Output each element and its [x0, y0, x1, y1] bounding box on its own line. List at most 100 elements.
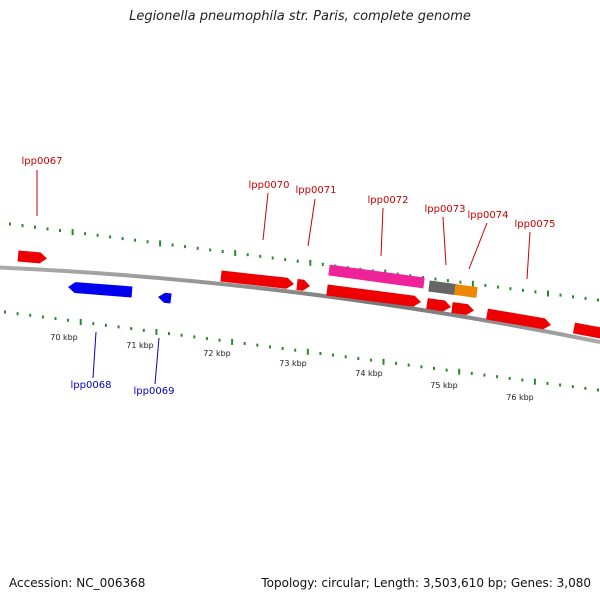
inner-tick — [67, 318, 70, 322]
inner-tick — [445, 368, 448, 372]
outer-tick — [246, 253, 249, 257]
inner-tick — [369, 358, 372, 362]
outer-tick — [71, 229, 74, 236]
gene-lpp0069 — [158, 292, 172, 304]
inner-tick — [281, 347, 284, 350]
genome-info: Topology: circular; Length: 3,503,610 bp… — [261, 576, 591, 590]
gene-features — [17, 250, 600, 339]
inner-tick — [319, 352, 322, 355]
map-title: Legionella pneumophila str. Paris, compl… — [129, 9, 471, 24]
outer-tick — [547, 290, 549, 297]
outer-tick — [284, 258, 287, 262]
inner-tick — [332, 353, 334, 357]
inner-tick — [584, 386, 587, 390]
inner-tick — [483, 373, 486, 377]
inner-tick — [117, 325, 120, 329]
gene-lpp0074 — [451, 302, 474, 315]
inner-tick — [458, 368, 461, 375]
feature-lpp0073 — [428, 280, 456, 295]
inner-tick — [4, 310, 6, 314]
leader-lpp0072 — [380, 207, 384, 257]
scale-label: 73 kbp — [279, 359, 307, 368]
outer-tick — [259, 254, 262, 258]
inner-tick — [571, 385, 574, 389]
label-leaders — [36, 170, 531, 385]
inner-tick — [306, 348, 309, 355]
outer-tick — [171, 243, 174, 247]
outer-tick — [496, 285, 499, 289]
gene-next — [573, 322, 600, 339]
inner-tick — [521, 378, 524, 382]
gene-lpp0071 — [296, 279, 310, 291]
gene-lpp0070 — [220, 270, 294, 289]
leader-lpp0069 — [154, 337, 160, 385]
leader-lpp0074 — [468, 222, 488, 270]
outer-tick — [559, 293, 562, 297]
inner-tick — [130, 327, 133, 331]
outer-tick — [234, 250, 237, 257]
outer-tick — [196, 246, 199, 250]
inner-tick — [382, 358, 385, 365]
outer-tick — [459, 280, 462, 284]
scale-label: 72 kbp — [203, 349, 231, 358]
outer-tick — [184, 245, 187, 249]
gene-lpp0067 — [17, 250, 47, 264]
inner-tick — [41, 315, 44, 319]
outer-tick — [96, 233, 99, 237]
inner-tick — [407, 363, 410, 367]
gene-lpp0072 — [328, 264, 425, 289]
gene-label-lpp0070: lpp0070 — [249, 180, 290, 191]
outer-tick — [271, 256, 274, 260]
inner-tick — [433, 366, 435, 370]
outer-tick — [534, 290, 537, 294]
inner-tick — [92, 322, 95, 326]
gene-lpp0075 — [486, 308, 551, 330]
inner-tick — [470, 371, 473, 375]
outer-tick — [584, 296, 587, 300]
outer-tick — [446, 279, 449, 283]
gene-label-lpp0074: lpp0074 — [468, 210, 509, 221]
gene-label-lpp0067: lpp0067 — [22, 156, 63, 167]
inner-tick — [508, 376, 511, 380]
outer-tick — [159, 240, 162, 247]
outer-tick — [46, 227, 49, 231]
scale-label: 75 kbp — [430, 381, 458, 390]
scale-label: 70 kbp — [50, 333, 78, 342]
outer-tick — [296, 259, 299, 263]
outer-tick — [597, 298, 599, 302]
gene-label-lpp0075: lpp0075 — [515, 219, 556, 230]
gene-lpp0068 — [68, 282, 133, 298]
scale-label: 71 kbp — [126, 341, 154, 350]
inner-tick — [16, 312, 19, 316]
inner-tick — [546, 381, 549, 385]
outer-tick — [84, 232, 87, 236]
inner-tick — [142, 328, 145, 332]
gene-label-lpp0073: lpp0073 — [425, 204, 466, 215]
inner-tick-track — [4, 310, 599, 392]
outer-tick — [484, 283, 487, 287]
outer-tick — [221, 250, 224, 253]
outer-tick — [9, 222, 11, 226]
inner-tick — [243, 342, 246, 345]
inner-tick — [597, 388, 599, 392]
leader-lpp0070 — [262, 192, 269, 241]
gene-label-lpp0068: lpp0068 — [71, 380, 112, 391]
outer-tick — [134, 238, 137, 242]
leader-lpp0068 — [92, 331, 97, 379]
leader-lpp0073 — [442, 216, 447, 266]
inner-tick — [193, 335, 196, 339]
outer-tick — [21, 224, 24, 228]
outer-tick — [121, 237, 124, 241]
inner-tick — [420, 365, 423, 369]
outer-tick — [309, 259, 312, 266]
gene-lpp0073 — [426, 298, 451, 312]
outer-tick — [509, 287, 512, 291]
gene-lpp0072-cds — [326, 284, 421, 307]
outer-tick — [34, 225, 36, 229]
inner-tick — [104, 323, 107, 327]
outer-tick — [521, 288, 524, 292]
inner-tick — [256, 343, 259, 347]
genome-backbone — [0, 265, 600, 344]
inner-tick — [496, 375, 499, 379]
gene-label-lpp0072: lpp0072 — [368, 195, 409, 206]
